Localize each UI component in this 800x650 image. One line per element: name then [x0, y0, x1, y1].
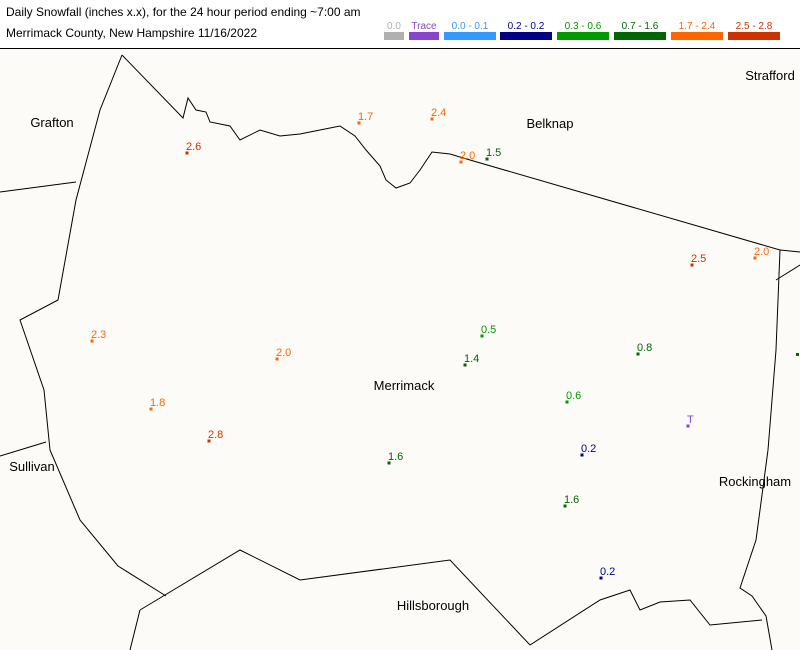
title: Daily Snowfall (inches x.x), for the 24 …: [6, 5, 361, 19]
legend-swatch: [409, 32, 439, 40]
county-label: Strafford: [745, 68, 795, 83]
legend-label: 0.7 - 1.6: [622, 21, 659, 32]
legend-label: 1.7 - 2.4: [679, 21, 716, 32]
subtitle: Merrimack County, New Hampshire 11/16/20…: [6, 26, 257, 40]
station-marker: [636, 352, 640, 356]
station-marker: [563, 504, 567, 508]
station-marker: [690, 263, 694, 267]
county-border: [775, 264, 800, 281]
station-value: 1.6: [388, 451, 403, 463]
station-marker: [357, 121, 361, 125]
station-value: 2.4: [431, 107, 446, 119]
county-label: Belknap: [527, 116, 574, 131]
station-marker: [185, 151, 189, 155]
station-marker: [387, 461, 391, 465]
station-value: 0.2: [600, 566, 615, 578]
map-bg: [0, 48, 800, 650]
county-border: [129, 609, 141, 650]
legend-swatch: [384, 32, 404, 40]
legend-label: 0.2 - 0.2: [508, 21, 545, 32]
station-value: 1.7: [358, 111, 373, 123]
legend-swatch: [614, 32, 666, 40]
county-label: Hillsborough: [397, 598, 469, 613]
station-marker: [753, 256, 757, 260]
legend-label: 0.3 - 0.6: [565, 21, 602, 32]
legend-swatch: [444, 32, 496, 40]
station-value: 2.0: [460, 150, 475, 162]
station-value: 0.5: [481, 324, 496, 336]
borders: [0, 54, 800, 650]
county-border: [19, 54, 167, 597]
station-marker: [599, 576, 603, 580]
station-value: 2.6: [186, 141, 201, 153]
station-value: 1.4: [464, 353, 479, 365]
station-marker: [580, 453, 584, 457]
station-value: 0.6: [566, 390, 581, 402]
county-label: Rockingham: [719, 474, 791, 489]
station-value: 0.2: [581, 443, 596, 455]
station-value: 1.8: [150, 397, 165, 409]
station-value: 1.5: [486, 147, 501, 159]
station-value: 1.6: [564, 494, 579, 506]
station-value: 2.3: [91, 329, 106, 341]
legend-label: 0.0 - 0.1: [452, 21, 489, 32]
station-marker: [90, 339, 94, 343]
legend-label: Trace: [411, 21, 437, 32]
legend-label: 0.0: [387, 21, 401, 32]
station-marker: [207, 439, 211, 443]
station-value: 2.8: [208, 429, 223, 441]
legend-swatch: [557, 32, 609, 40]
county-label: Sullivan: [9, 459, 55, 474]
legend-swatch: [500, 32, 552, 40]
county-label: Grafton: [30, 115, 73, 130]
station-marker: [430, 117, 434, 121]
county-border: [0, 441, 47, 457]
legend-label: 2.5 - 2.8: [736, 21, 773, 32]
station-value: 0.8: [637, 342, 652, 354]
station-marker: [480, 334, 484, 338]
station-marker: [275, 357, 279, 361]
station-value: 2.0: [754, 246, 769, 258]
station-value: T: [687, 414, 694, 426]
station-marker: [686, 424, 690, 428]
county-border: [779, 249, 800, 253]
station-marker: [463, 363, 467, 367]
station-marker: [796, 353, 799, 356]
station-marker: [485, 157, 489, 161]
legend-swatch: [728, 32, 780, 40]
county-border: [121, 54, 781, 650]
legend-swatch: [671, 32, 723, 40]
station-marker: [565, 400, 569, 404]
station-value: 2.5: [691, 253, 706, 265]
station-value: 2.0: [276, 347, 291, 359]
station-marker: [149, 407, 153, 411]
county-border: [0, 181, 77, 193]
county-label: Merrimack: [374, 378, 435, 393]
station-marker: [459, 160, 463, 164]
county-border: [139, 549, 763, 646]
